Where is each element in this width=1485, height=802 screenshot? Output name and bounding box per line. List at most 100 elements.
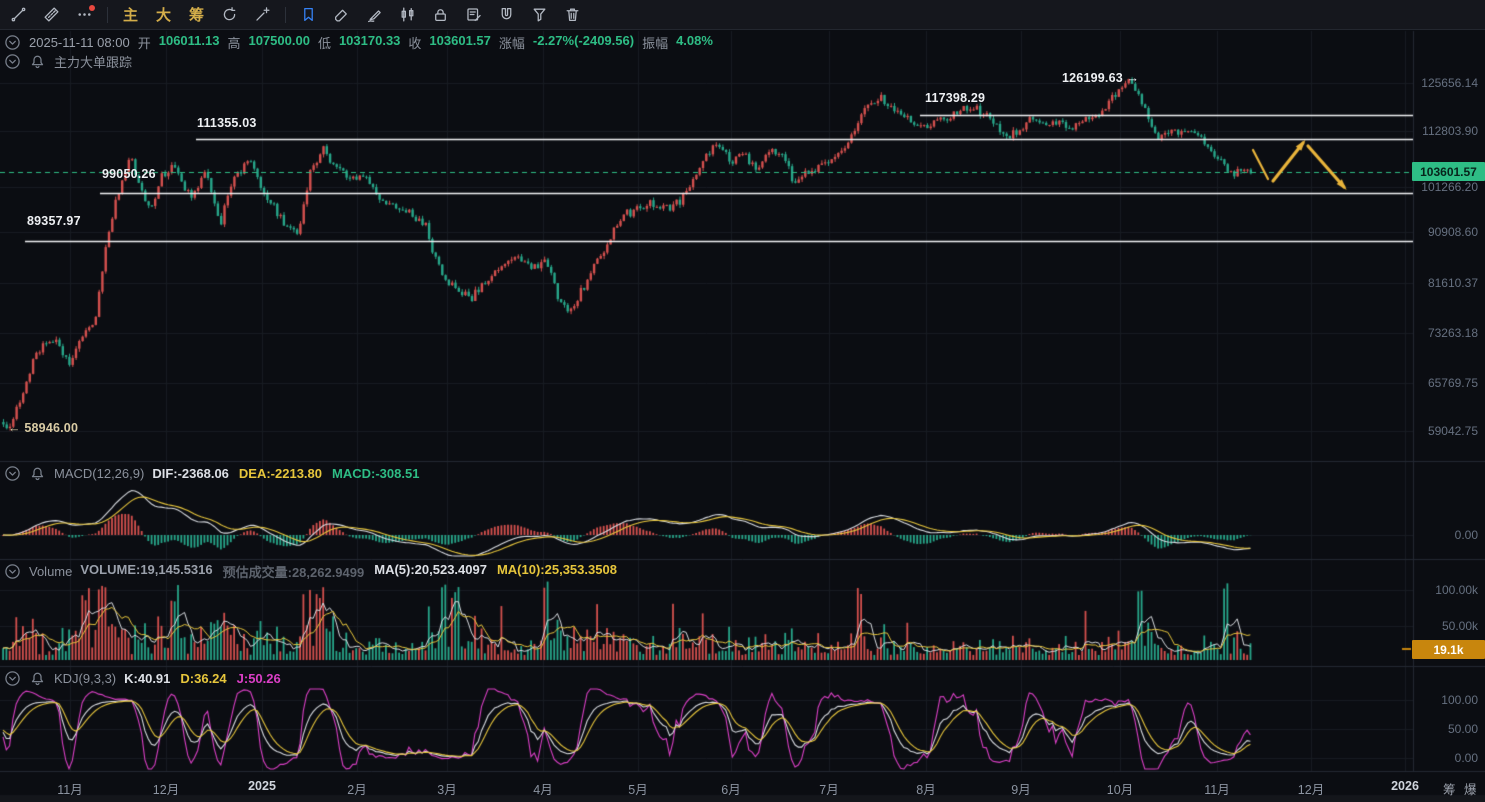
indicator-value: D:36.24 xyxy=(180,670,227,686)
replay-tool-icon[interactable] xyxy=(215,2,244,28)
axis-tick-label: 100.00k xyxy=(1435,583,1478,597)
bell-icon[interactable] xyxy=(29,53,46,70)
field-value: 103601.57 xyxy=(429,32,491,48)
candle-pattern-tool-icon[interactable] xyxy=(393,2,422,28)
field-value: -2.27%(-2409.56) xyxy=(532,32,635,48)
axis-tick-label: 50.00k xyxy=(1441,619,1478,633)
time-axis-label: 10月 xyxy=(1106,783,1134,797)
last-volume-badge: 19.1k xyxy=(1412,640,1485,659)
indicator-value: K:40.91 xyxy=(124,670,171,686)
time-axis-label: 2月 xyxy=(347,783,367,797)
time-axis-label: 2025 xyxy=(248,779,276,793)
delete-tool-icon[interactable] xyxy=(558,2,587,28)
time-axis-label: 3月 xyxy=(437,783,457,797)
note-edit-tool-icon[interactable] xyxy=(459,2,488,28)
indicator-value: MA(5):20,523.4097 xyxy=(374,561,487,577)
large-order-tab[interactable]: 大 xyxy=(155,7,171,24)
panel-toggle-chips[interactable]: 筹 xyxy=(1443,783,1456,797)
ohlc-header-row: 2025-11-11 08:00 开 106011.13 高 107500.00 低 10… xyxy=(4,33,713,51)
collapse-chevron-icon[interactable] xyxy=(4,53,21,70)
high-price-annotation: 126199.63 → xyxy=(1062,71,1140,85)
bookmark-tool-icon[interactable] xyxy=(294,2,323,28)
time-axis-label: 5月 xyxy=(628,783,648,797)
axis-tick-label: 101266.20 xyxy=(1421,180,1478,194)
field-label: 涨幅 xyxy=(498,35,525,51)
eraser-tool-icon[interactable] xyxy=(327,2,356,28)
field-value: 106011.13 xyxy=(158,32,220,48)
field-label: 高 xyxy=(227,35,241,51)
time-axis-label: 6月 xyxy=(721,783,741,797)
axis-tick-label: 50.00 xyxy=(1447,722,1478,736)
trend-line-tool-icon[interactable] xyxy=(4,2,33,28)
indicator-value: J:50.26 xyxy=(236,670,281,686)
tracker-label: 主力大单跟踪 xyxy=(54,54,133,70)
time-axis-label: 12月 xyxy=(1297,783,1325,797)
kdj-header-row: KDJ(9,3,3) K:40.91 D:36.24 J:50.26 xyxy=(4,669,281,687)
volume-values: VOLUME:19,145.5316 预估成交量:28,262.9499 MA(5)… xyxy=(80,562,617,581)
kdj-indicator-name: KDJ(9,3,3) xyxy=(54,670,117,686)
field-label: 开 xyxy=(137,35,151,51)
bell-icon[interactable] xyxy=(29,670,46,687)
filter-tool-icon[interactable] xyxy=(525,2,554,28)
time-axis-label: 8月 xyxy=(916,783,936,797)
axis-tick-label: 0.00 xyxy=(1454,528,1478,542)
macd-indicator-name: MACD(12,26,9) xyxy=(54,465,145,481)
lock-tool-icon[interactable] xyxy=(426,2,455,28)
field-value: 107500.00 xyxy=(248,32,310,48)
field-value: 4.08% xyxy=(676,32,713,48)
indicator-value: MACD:-308.51 xyxy=(332,465,420,481)
axis-tick-label: 100.00 xyxy=(1441,693,1478,707)
time-axis-label: 11月 xyxy=(57,783,83,797)
collapse-chevron-icon[interactable] xyxy=(4,670,21,687)
time-axis-label: 12月 xyxy=(152,783,180,797)
time-axis-label: 7月 xyxy=(819,783,839,797)
indicator-value: 预估成交量:28,262.9499 xyxy=(222,564,365,580)
field-label: 收 xyxy=(408,35,422,51)
collapse-chevron-icon[interactable] xyxy=(4,34,21,51)
time-axis-label: 2026 xyxy=(1391,779,1419,793)
field-label: 低 xyxy=(317,35,331,51)
drawing-toolbar: 主大筹 xyxy=(0,0,1485,30)
panel-toggle-liquidation[interactable]: 爆 xyxy=(1464,783,1477,797)
indicator-value: VOLUME:19,145.5316 xyxy=(80,561,213,577)
collapse-chevron-icon[interactable] xyxy=(4,563,21,580)
axis-tick-label: 73263.18 xyxy=(1427,326,1478,340)
axis-tick-label: 59042.75 xyxy=(1427,424,1478,438)
macd-header-row: MACD(12,26,9) DIF:-2368.06 DEA:-2213.80 MA… xyxy=(4,464,419,482)
ohlc-fields: 开 106011.13 高 107500.00 低 103170.33 收 103601.57… xyxy=(138,33,713,52)
time-axis-label: 4月 xyxy=(533,783,553,797)
measure-tool-icon[interactable] xyxy=(37,2,66,28)
main-indicator-tab[interactable]: 主 xyxy=(122,7,138,24)
axis-tick-label: 0.00 xyxy=(1454,751,1478,765)
collapse-chevron-icon[interactable] xyxy=(4,465,21,482)
indicator-value: MA(10):25,353.3508 xyxy=(496,561,617,577)
toolbar-separator xyxy=(285,6,286,23)
indicator-value: DIF:-2368.06 xyxy=(152,465,229,481)
candle-datetime: 2025-11-11 08:00 xyxy=(29,34,130,50)
time-axis-label: 11月 xyxy=(1204,783,1230,797)
last-price-badge: 103601.57 xyxy=(1412,162,1485,181)
low-price-annotation: ← 58946.00 xyxy=(8,421,79,435)
magnet-tool-icon[interactable] xyxy=(492,2,521,28)
horizontal-line-price-label: 117398.29 xyxy=(925,91,986,105)
magic-wand-tool-icon[interactable] xyxy=(248,2,277,28)
draw-pen-tool-icon[interactable] xyxy=(360,2,389,28)
indicator-value: DEA:-2213.80 xyxy=(238,465,323,481)
axis-tick-label: 125656.14 xyxy=(1421,76,1478,90)
field-label: 振幅 xyxy=(642,35,669,51)
field-value: 103170.33 xyxy=(338,32,401,48)
bell-icon[interactable] xyxy=(29,465,46,482)
kdj-values: K:40.91 D:36.24 J:50.26 xyxy=(124,671,281,686)
axis-tick-label: 90908.60 xyxy=(1427,225,1478,239)
toolbar-separator xyxy=(107,6,108,23)
axis-tick-label: 65769.75 xyxy=(1427,376,1478,390)
notification-dot xyxy=(89,4,95,11)
chips-tab[interactable]: 筹 xyxy=(188,7,204,24)
more-tools-icon[interactable] xyxy=(70,2,99,28)
horizontal-line-price-label: 99050.26 xyxy=(102,167,156,181)
volume-header-row: Volume VOLUME:19,145.5316 预估成交量:28,262.94… xyxy=(4,562,617,580)
macd-values: DIF:-2368.06 DEA:-2213.80 MACD:-308.51 xyxy=(152,466,419,481)
axis-tick-label: 112803.90 xyxy=(1422,124,1478,138)
